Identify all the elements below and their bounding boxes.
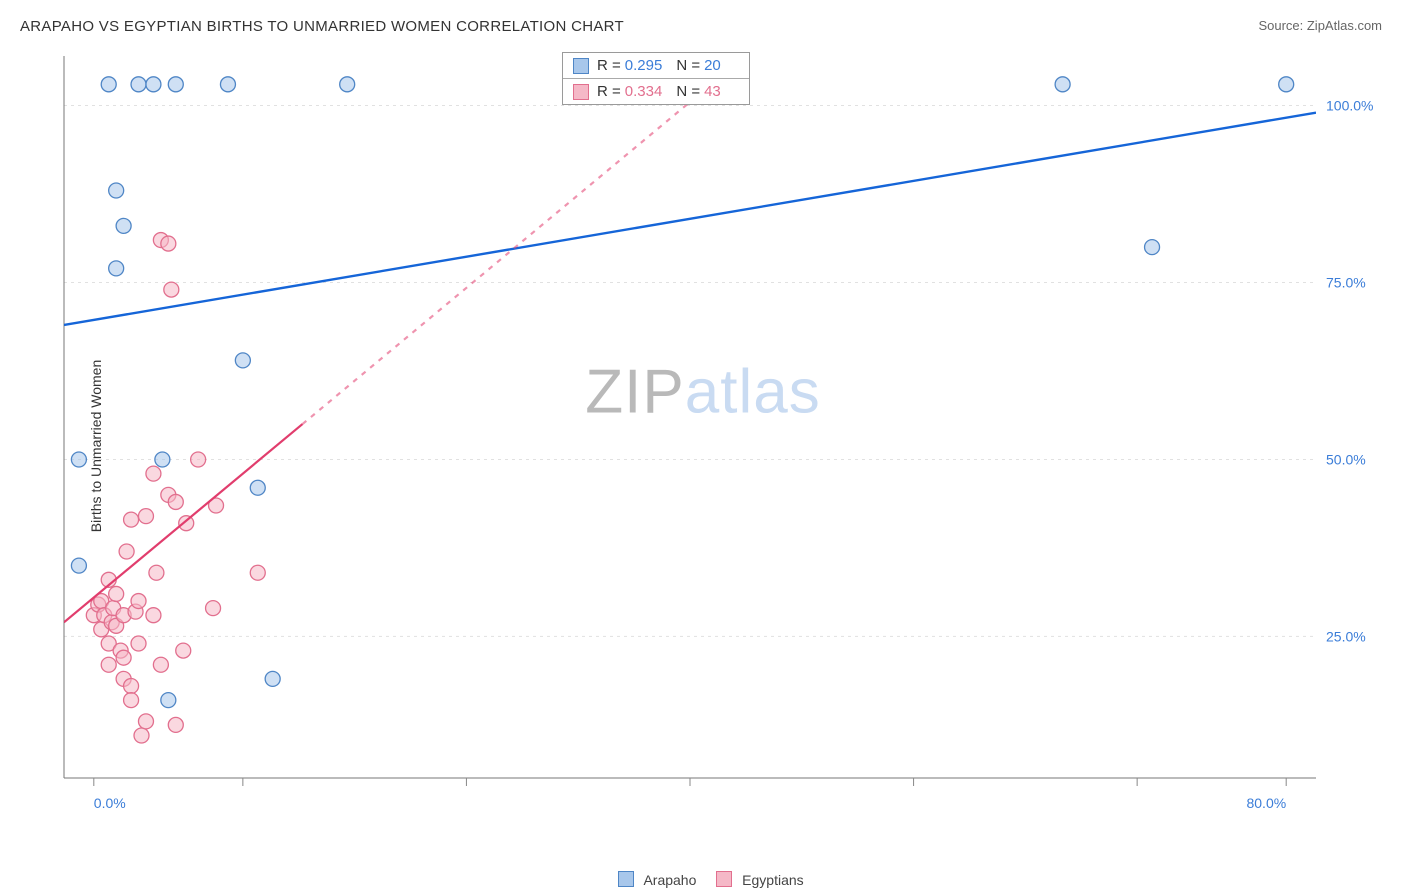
swatch-icon — [573, 58, 589, 74]
stat-r-value: 0.295 — [625, 57, 663, 74]
chart-container: ARAPAHO VS EGYPTIAN BIRTHS TO UNMARRIED … — [0, 0, 1406, 892]
legend-label-egyptians: Egyptians — [742, 872, 803, 888]
stats-box: R = 0.295 N = 20 R = 0.334 N = 43 — [562, 52, 750, 105]
svg-text:50.0%: 50.0% — [1326, 451, 1366, 467]
svg-text:75.0%: 75.0% — [1326, 275, 1366, 291]
swatch-icon — [573, 84, 589, 100]
stats-row-egyptians: R = 0.334 N = 43 — [563, 79, 749, 104]
stat-n-value: 20 — [704, 57, 721, 74]
swatch-icon — [618, 871, 634, 887]
svg-text:25.0%: 25.0% — [1326, 628, 1366, 644]
chart-title: ARAPAHO VS EGYPTIAN BIRTHS TO UNMARRIED … — [20, 18, 624, 35]
scatter-svg: 25.0% 50.0% 75.0% 100.0% 0.0% 80.0% — [56, 52, 1386, 832]
stat-n-value: 43 — [704, 83, 721, 100]
stat-r-label: R = — [597, 83, 621, 100]
stats-row-arapaho: R = 0.295 N = 20 — [563, 53, 749, 79]
swatch-icon — [716, 871, 732, 887]
stat-r-label: R = — [597, 57, 621, 74]
svg-text:100.0%: 100.0% — [1326, 98, 1373, 114]
plot-area: 25.0% 50.0% 75.0% 100.0% 0.0% 80.0% — [56, 52, 1386, 832]
stat-n-label: N = — [676, 83, 700, 100]
legend: Arapaho Egyptians — [0, 871, 1406, 888]
svg-text:80.0%: 80.0% — [1246, 795, 1286, 811]
source-label: Source: ZipAtlas.com — [1258, 18, 1382, 33]
svg-text:0.0%: 0.0% — [94, 795, 126, 811]
stat-r-value: 0.334 — [625, 83, 663, 100]
legend-label-arapaho: Arapaho — [643, 872, 696, 888]
stat-n-label: N = — [676, 57, 700, 74]
